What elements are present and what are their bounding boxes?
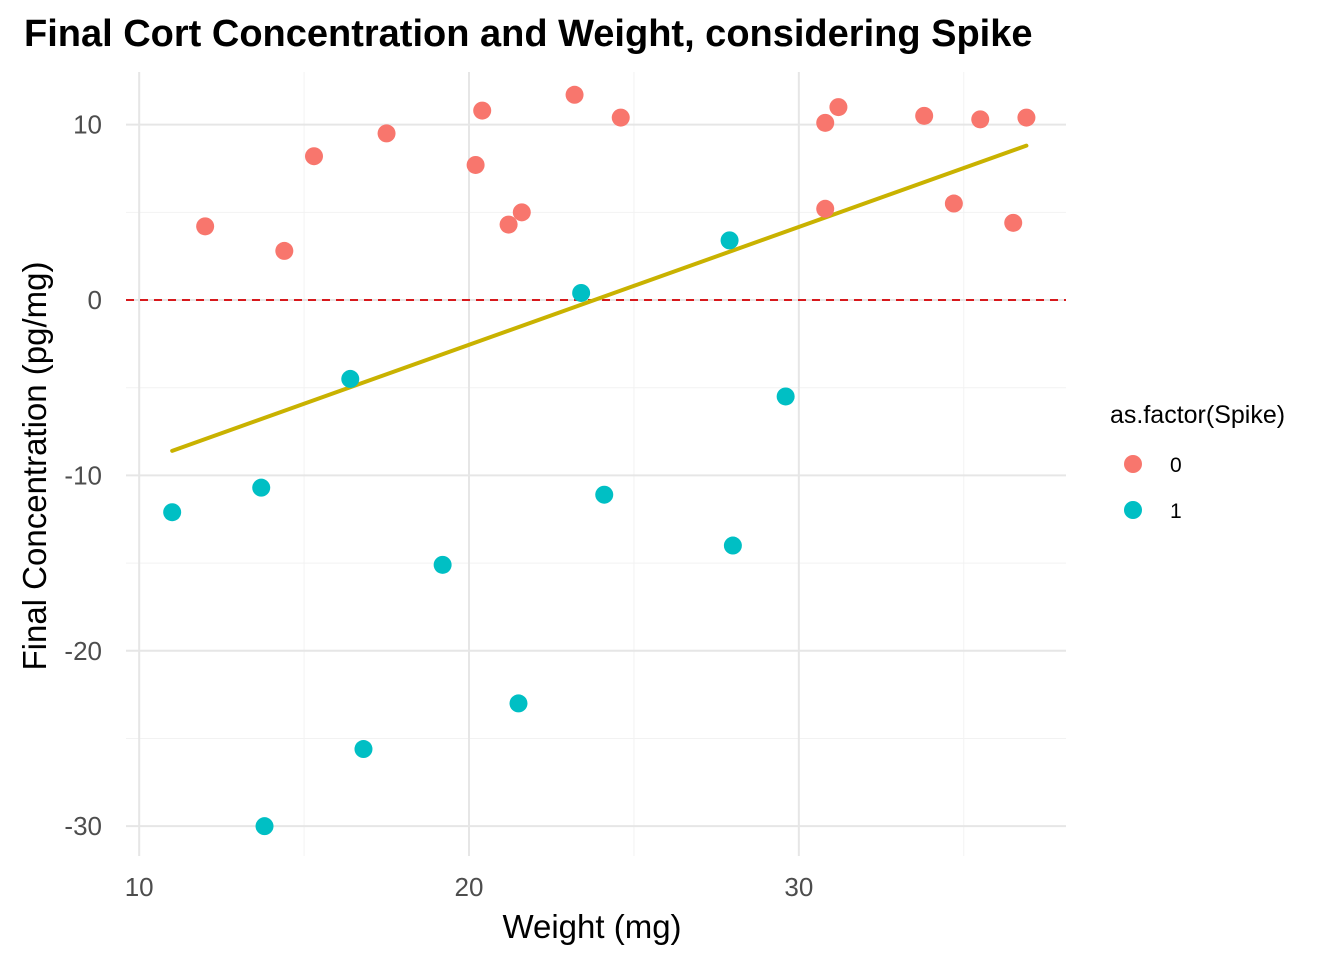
legend-entries: 01	[1124, 454, 1182, 523]
legend-title: as.factor(Spike)	[1110, 401, 1285, 429]
data-point-spike-1	[572, 283, 591, 302]
x-axis-title: Weight (mg)	[502, 908, 681, 945]
legend-key-0	[1124, 455, 1142, 473]
legend-key-1	[1124, 501, 1142, 519]
data-point-spike-0	[512, 203, 531, 222]
data-point-spike-0	[196, 217, 215, 236]
data-point-spike-1	[163, 503, 182, 522]
data-point-spike-0	[944, 194, 963, 213]
data-point-spike-0	[275, 241, 294, 260]
data-point-spike-0	[829, 98, 848, 117]
data-point-spike-1	[509, 694, 528, 713]
data-point-spike-1	[776, 387, 795, 406]
data-point-spike-0	[915, 106, 934, 125]
chart-title: Final Cort Concentration and Weight, con…	[24, 13, 1032, 55]
data-point-spike-1	[252, 478, 271, 497]
data-point-spike-0	[816, 199, 835, 218]
y-tick-label: 10	[73, 110, 102, 140]
y-tick-label: 0	[88, 285, 102, 315]
data-point-spike-0	[1017, 108, 1036, 127]
data-point-spike-1	[255, 817, 274, 836]
data-point-spike-1	[341, 369, 360, 388]
data-point-spike-1	[723, 536, 742, 555]
data-point-spike-0	[473, 101, 492, 120]
data-point-spike-0	[1004, 213, 1023, 232]
data-point-spike-1	[595, 485, 614, 504]
data-point-spike-1	[433, 555, 452, 574]
x-tick-label: 20	[455, 872, 484, 902]
x-tick-label: 10	[125, 872, 154, 902]
data-point-spike-0	[466, 155, 485, 174]
data-point-spike-1	[354, 740, 373, 759]
grid-lines	[126, 72, 1066, 856]
data-points	[163, 85, 1036, 836]
regression-fit-line	[170, 143, 1029, 453]
legend: as.factor(Spike) 01	[1110, 401, 1285, 523]
y-tick-label: -10	[64, 460, 102, 490]
legend-label-1: 1	[1170, 500, 1182, 523]
data-point-spike-0	[816, 113, 835, 132]
data-point-spike-0	[971, 110, 990, 129]
data-point-spike-0	[565, 85, 584, 104]
data-point-spike-0	[377, 124, 396, 143]
data-point-spike-0	[611, 108, 630, 127]
data-point-spike-0	[305, 147, 323, 166]
y-tick-label: -30	[64, 811, 102, 841]
y-axis-title: Final Concentration (pg/mg)	[16, 261, 53, 670]
fit-line-layer	[170, 143, 1029, 453]
x-tick-label: 30	[784, 872, 813, 902]
y-tick-label: -20	[64, 636, 102, 666]
data-point-spike-1	[720, 231, 739, 250]
tick-labels: 10 20 30 -30 -20 -10 0 10	[64, 110, 813, 902]
data-point-spike-0	[499, 215, 518, 234]
legend-label-0: 0	[1170, 454, 1182, 477]
